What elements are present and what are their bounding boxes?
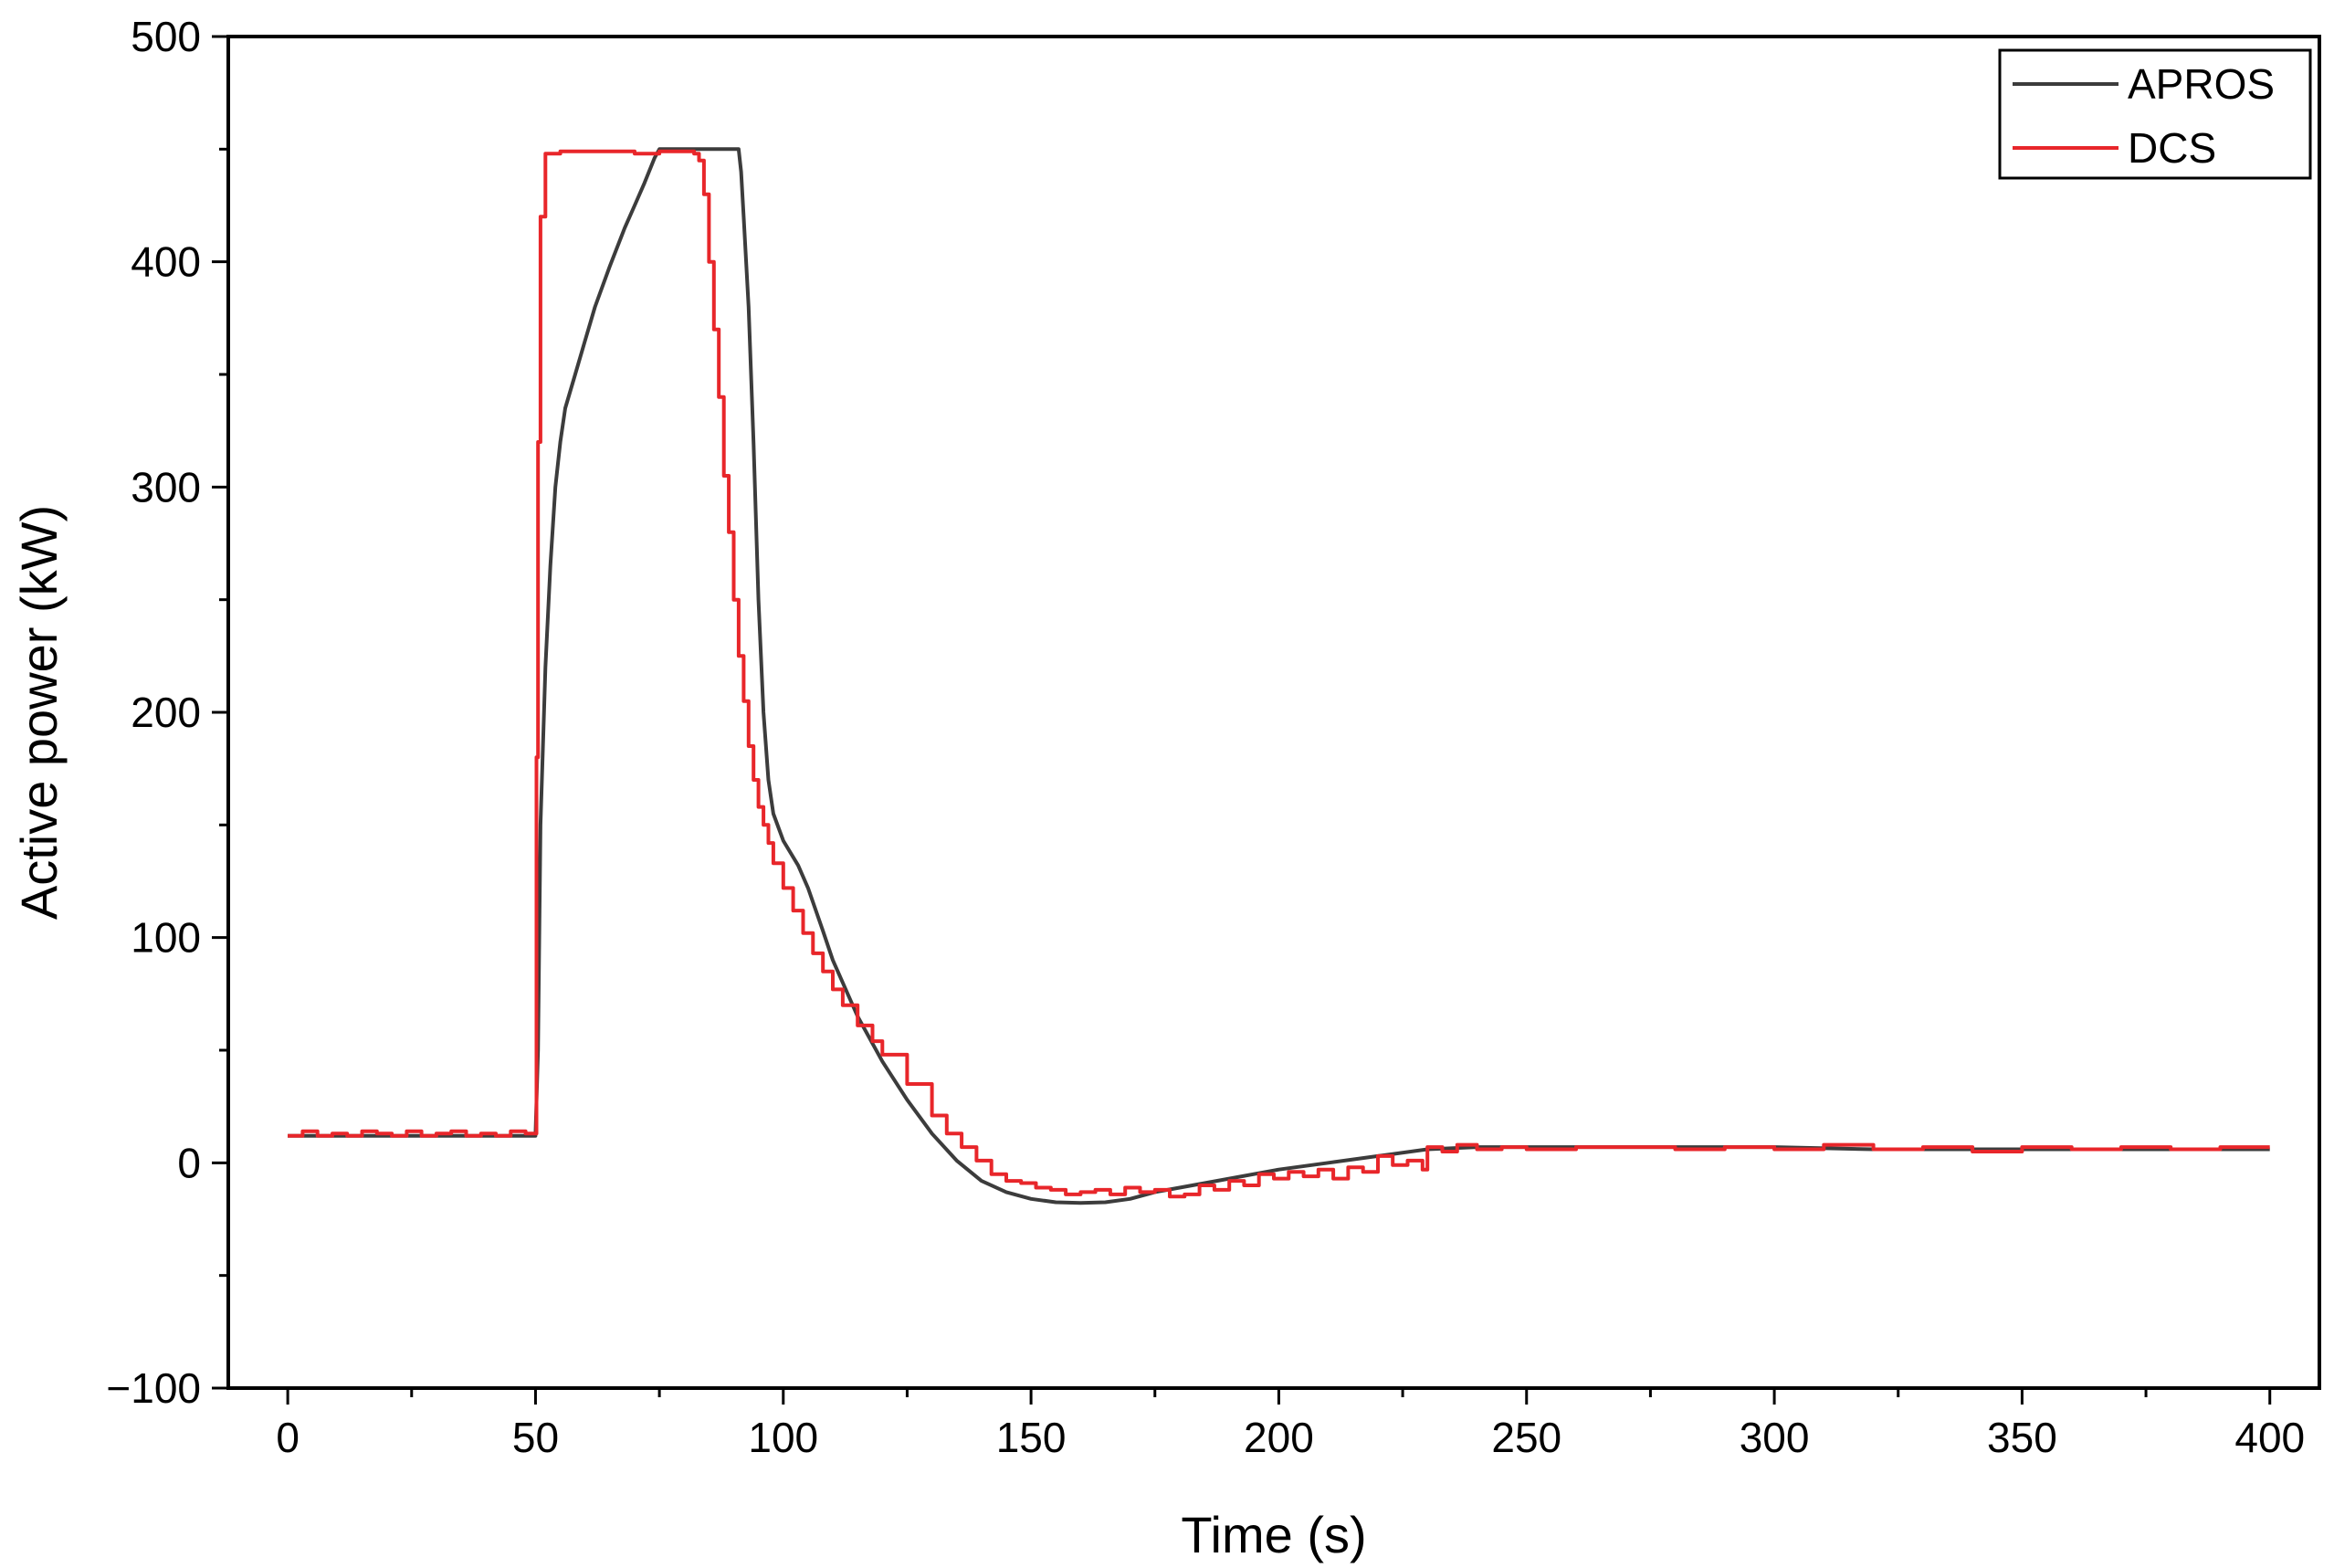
x-tick-label: 200 bbox=[1244, 1414, 1314, 1461]
y-tick-label: 0 bbox=[177, 1139, 201, 1186]
x-tick-label: 350 bbox=[1987, 1414, 2057, 1461]
y-tick-label: 200 bbox=[131, 689, 201, 736]
legend-label-dcs: DCS bbox=[2128, 124, 2216, 172]
legend: APROS DCS bbox=[1998, 48, 2312, 180]
y-tick-label: 400 bbox=[131, 238, 201, 286]
x-axis: 0 50 100 150 200 250 300 350 400 bbox=[276, 1388, 2305, 1461]
x-tick-label: 250 bbox=[1491, 1414, 1561, 1461]
x-tick-label: 400 bbox=[2234, 1414, 2305, 1461]
y-tick-label: 100 bbox=[131, 914, 201, 962]
x-tick-label: 50 bbox=[512, 1414, 559, 1461]
series-line-dcs bbox=[288, 149, 2270, 1199]
y-tick-label: −100 bbox=[106, 1364, 201, 1412]
y-axis-title: Active power (kW) bbox=[10, 505, 68, 920]
series-line-apros bbox=[288, 147, 2270, 1205]
x-axis-title: Time (s) bbox=[1181, 1506, 1366, 1563]
y-axis: −100 0 100 200 300 400 500 bbox=[106, 13, 228, 1412]
x-tick-label: 300 bbox=[1740, 1414, 1810, 1461]
y-tick-label: 300 bbox=[131, 463, 201, 510]
x-tick-label: 0 bbox=[276, 1414, 300, 1461]
y-tick-label: 500 bbox=[131, 13, 201, 60]
legend-label-apros: APROS bbox=[2128, 60, 2275, 108]
legend-box bbox=[1998, 48, 2312, 180]
x-tick-label: 150 bbox=[996, 1414, 1067, 1461]
series-layer bbox=[288, 147, 2270, 1205]
x-tick-label: 100 bbox=[748, 1414, 818, 1461]
